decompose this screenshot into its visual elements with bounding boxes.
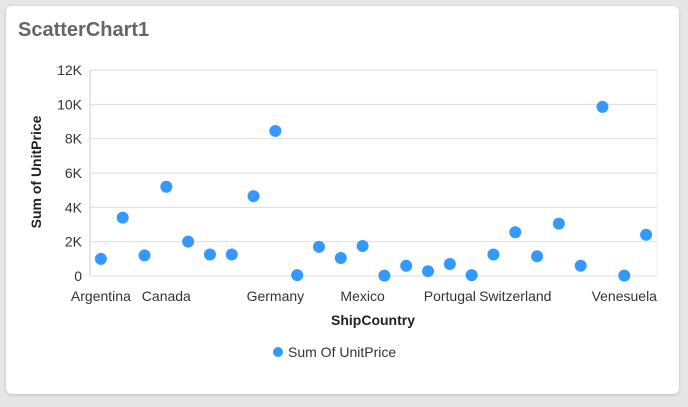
chart-card: ScatterChart1 0 2K 4K 6K 8K 10K 12K Argentina C… xyxy=(6,6,679,394)
scatter-point[interactable] xyxy=(596,100,609,113)
scatter-point[interactable] xyxy=(182,235,195,248)
scatter-point[interactable] xyxy=(225,248,238,261)
y-tick-label: 0 xyxy=(74,268,82,284)
x-tick-label: Mexico xyxy=(340,288,385,304)
x-tick-label: Argentina xyxy=(71,288,131,304)
x-axis-ticks: Argentina Canada Germany Mexico Portugal Swit… xyxy=(71,288,657,304)
x-tick-label: Venesuela xyxy=(592,288,658,304)
scatter-point[interactable] xyxy=(312,240,325,253)
legend-label: Sum Of UnitPrice xyxy=(288,344,396,360)
scatter-point[interactable] xyxy=(487,248,500,261)
data-points xyxy=(94,100,653,282)
y-axis-ticks: 0 2K 4K 6K 8K 10K 12K xyxy=(57,62,83,284)
scatter-point[interactable] xyxy=(160,180,173,193)
scatter-point[interactable] xyxy=(618,269,631,282)
scatter-point[interactable] xyxy=(400,259,413,272)
scatter-point[interactable] xyxy=(138,249,151,262)
scatter-point[interactable] xyxy=(465,269,478,282)
scatter-chart: 0 2K 4K 6K 8K 10K 12K Argentina Canada Germany Me… xyxy=(28,62,658,360)
legend[interactable]: Sum Of UnitPrice xyxy=(273,344,396,360)
scatter-point[interactable] xyxy=(378,269,391,282)
y-axis-title: Sum of UnitPrice xyxy=(28,115,44,228)
x-tick-label: Portugal xyxy=(424,288,476,304)
scatter-point[interactable] xyxy=(552,217,565,230)
grid-lines xyxy=(89,69,658,277)
y-tick-label: 10K xyxy=(57,96,83,112)
chart-title: ScatterChart1 xyxy=(18,19,150,41)
scatter-point[interactable] xyxy=(116,211,129,224)
x-tick-label: Canada xyxy=(142,288,191,304)
scatter-point[interactable] xyxy=(509,226,522,239)
scatter-point[interactable] xyxy=(334,251,347,264)
scatter-point[interactable] xyxy=(640,228,653,241)
x-tick-label: Switzerland xyxy=(479,288,551,304)
x-axis-title: ShipCountry xyxy=(331,312,415,328)
scatter-point[interactable] xyxy=(269,124,282,137)
y-tick-label: 2K xyxy=(65,234,83,250)
x-tick-label: Germany xyxy=(247,288,305,304)
scatter-point[interactable] xyxy=(291,269,304,282)
scatter-point[interactable] xyxy=(203,248,216,261)
scatter-point[interactable] xyxy=(574,259,587,272)
scatter-point[interactable] xyxy=(356,239,369,252)
legend-marker xyxy=(273,347,283,357)
scatter-point[interactable] xyxy=(443,257,456,270)
scatter-point[interactable] xyxy=(247,190,260,203)
scatter-point[interactable] xyxy=(422,265,435,278)
y-tick-label: 6K xyxy=(65,165,83,181)
y-tick-label: 8K xyxy=(65,131,83,147)
y-tick-label: 4K xyxy=(65,199,83,215)
y-tick-label: 12K xyxy=(57,62,83,78)
scatter-point[interactable] xyxy=(94,252,107,265)
scatter-point[interactable] xyxy=(531,250,544,263)
